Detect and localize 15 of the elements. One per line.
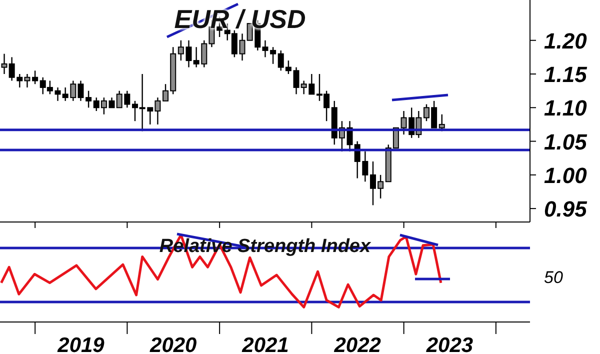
y-tick-label: 1.00: [544, 162, 588, 188]
x-tick-label: 2021: [241, 334, 289, 354]
candlestick: [32, 70, 38, 85]
x-tick-label: 2022: [333, 334, 382, 354]
y-tick-label: 1.20: [544, 28, 588, 54]
x-tick-label: 2020: [149, 334, 198, 354]
x-tick-label: 2019: [56, 334, 105, 354]
candlestick: [86, 90, 92, 108]
candlestick: [270, 46, 276, 65]
y-tick-label: 1.15: [544, 62, 588, 87]
y-tick-label: 0.95: [544, 196, 588, 222]
x-tick-label: 2023: [425, 334, 474, 354]
y-tick-label: 1.05: [544, 129, 588, 154]
text: 50: [544, 268, 563, 288]
y-tick-label: 1.10: [544, 96, 588, 121]
